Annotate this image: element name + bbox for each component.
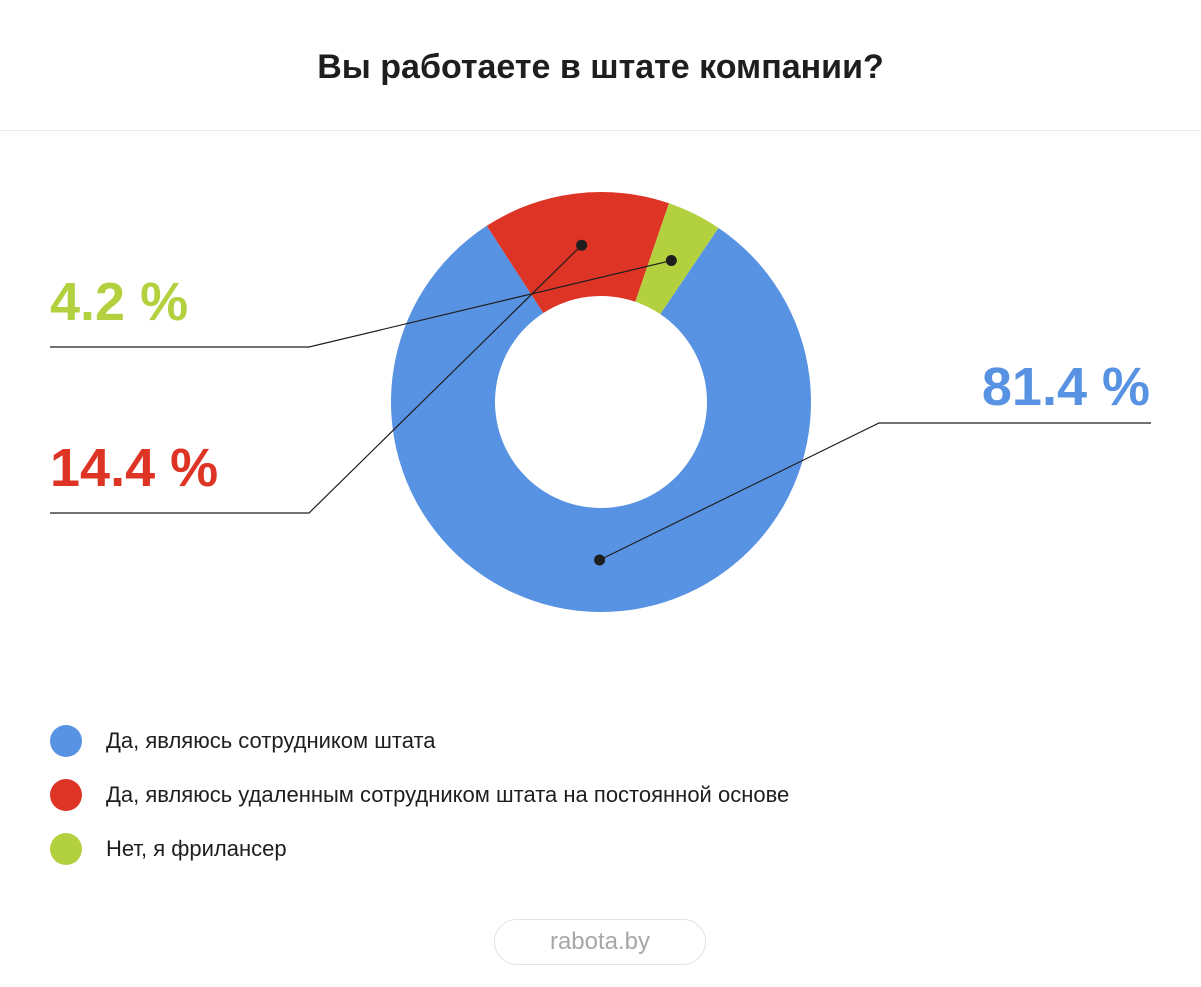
value-label-remote: 14.4 % (50, 438, 218, 498)
legend-swatch-freelancer (50, 833, 82, 865)
slice-remote (486, 192, 669, 314)
legend-swatch-staff (50, 725, 82, 757)
legend-item-staff: Да, являюсь сотрудником штата (50, 714, 789, 768)
value-label-staff: 81.4 % (982, 357, 1150, 417)
leader-line-staff (599, 422, 1151, 561)
leader-line-remote (50, 244, 583, 514)
slice-freelancer (635, 203, 719, 315)
legend-label-staff: Да, являюсь сотрудником штата (106, 728, 436, 753)
legend-swatch-remote (50, 779, 82, 811)
chart-title: Вы работаете в штате компании? (317, 48, 884, 86)
legend-label-freelancer: Нет, я фрилансер (106, 836, 287, 861)
leader-dot-remote (576, 239, 588, 251)
brand-badge[interactable]: rabota.by (494, 919, 706, 965)
slice-staff (391, 225, 811, 612)
legend-item-freelancer: Нет, я фрилансер (50, 822, 789, 876)
title-divider (0, 130, 1201, 131)
value-label-freelancer: 4.2 % (50, 272, 188, 332)
leader-dot-freelancer (665, 255, 677, 267)
chart-legend: Да, являюсь сотрудником штата Да, являюс… (50, 714, 789, 876)
legend-label-remote: Да, являюсь удаленным сотрудником штата … (106, 782, 790, 807)
leader-line-freelancer (50, 259, 672, 348)
leader-dot-staff (594, 554, 606, 566)
legend-item-remote: Да, являюсь удаленным сотрудником штата … (50, 768, 789, 822)
donut-chart: 81.4 % 14.4 % 4.2 % (50, 192, 1151, 612)
